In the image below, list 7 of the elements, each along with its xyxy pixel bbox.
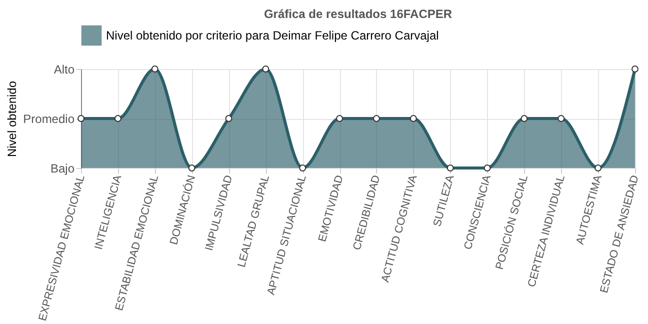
y-axis-title: Nivel obtenido <box>5 80 20 158</box>
x-tick-label: LEALTAD GRUPAL <box>236 174 272 269</box>
category-label: Alto <box>54 62 74 76</box>
legend-label: Nivel obtenido por criterio para Deimar Felipe Carrero Carvajal <box>106 28 439 42</box>
chart-title: Gráfica de resultados 16FACPER <box>264 7 452 21</box>
category-label: Bajo <box>50 162 74 176</box>
category-label: Promedio <box>23 112 74 126</box>
